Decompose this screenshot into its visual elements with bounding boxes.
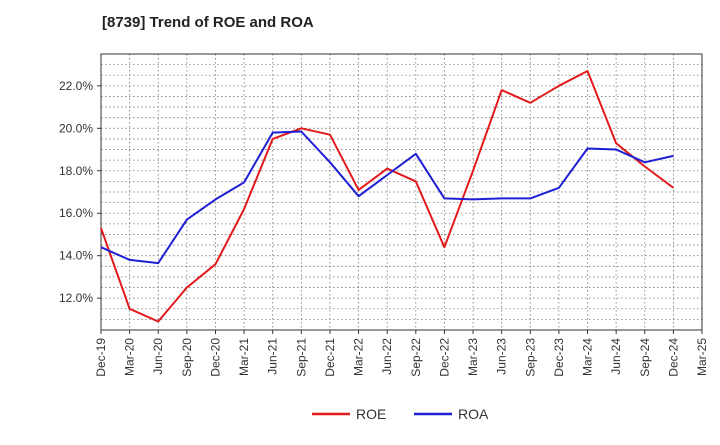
x-tick-label: Mar-21 — [237, 338, 251, 376]
y-tick-label: 20.0% — [59, 121, 93, 135]
x-tick-label: Mar-24 — [581, 338, 595, 376]
x-tick-label: Sep-24 — [638, 338, 652, 377]
x-tick-label: Mar-22 — [352, 338, 366, 376]
x-tick-label: Jun-23 — [495, 338, 509, 375]
x-tick-label: Dec-21 — [323, 338, 337, 377]
y-tick-label: 18.0% — [59, 164, 93, 178]
x-tick-label: Sep-20 — [180, 338, 194, 377]
x-tick-label: Dec-24 — [666, 338, 680, 377]
legend-label-roa: ROA — [458, 406, 489, 422]
x-tick-label: Dec-22 — [437, 338, 451, 377]
x-tick-label: Sep-23 — [523, 338, 537, 377]
x-tick-label: Dec-19 — [94, 338, 108, 377]
chart-title: [8739] Trend of ROE and ROA — [102, 14, 314, 31]
y-tick-label: 16.0% — [59, 206, 93, 220]
x-tick-label: Mar-20 — [123, 338, 137, 376]
plot-border — [100, 53, 703, 331]
y-tick-label: 14.0% — [59, 249, 93, 263]
x-tick-label: Jun-20 — [151, 338, 165, 375]
y-tick-label: 22.0% — [59, 79, 93, 93]
legend-label-roe: ROE — [356, 406, 386, 422]
y-tick-label: 12.0% — [59, 291, 93, 305]
x-tick-label: Dec-23 — [552, 338, 566, 377]
x-tick-label: Jun-21 — [266, 338, 280, 375]
x-tick-label: Sep-21 — [294, 338, 308, 377]
series-line-roa — [100, 130, 674, 265]
series-line-roe — [100, 70, 674, 323]
x-tick-label: Sep-22 — [409, 338, 423, 377]
x-tick-label: Mar-23 — [466, 338, 480, 376]
x-tick-label: Dec-20 — [208, 338, 222, 377]
x-tick-label: Jun-24 — [609, 338, 623, 375]
x-tick-label: Jun-22 — [380, 338, 394, 375]
x-tick-label: Mar-25 — [695, 338, 709, 376]
